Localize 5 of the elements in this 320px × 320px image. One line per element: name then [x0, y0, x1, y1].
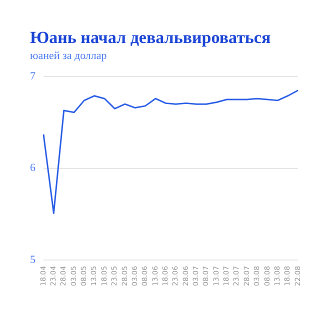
y-tick-label: 7	[30, 70, 36, 82]
y-tick-label: 6	[30, 162, 36, 174]
y-tick-label: 5	[30, 254, 36, 266]
chart-title: Юань начал девальвироваться	[30, 28, 272, 48]
chart-subtitle: юаней за доллар	[30, 50, 108, 62]
